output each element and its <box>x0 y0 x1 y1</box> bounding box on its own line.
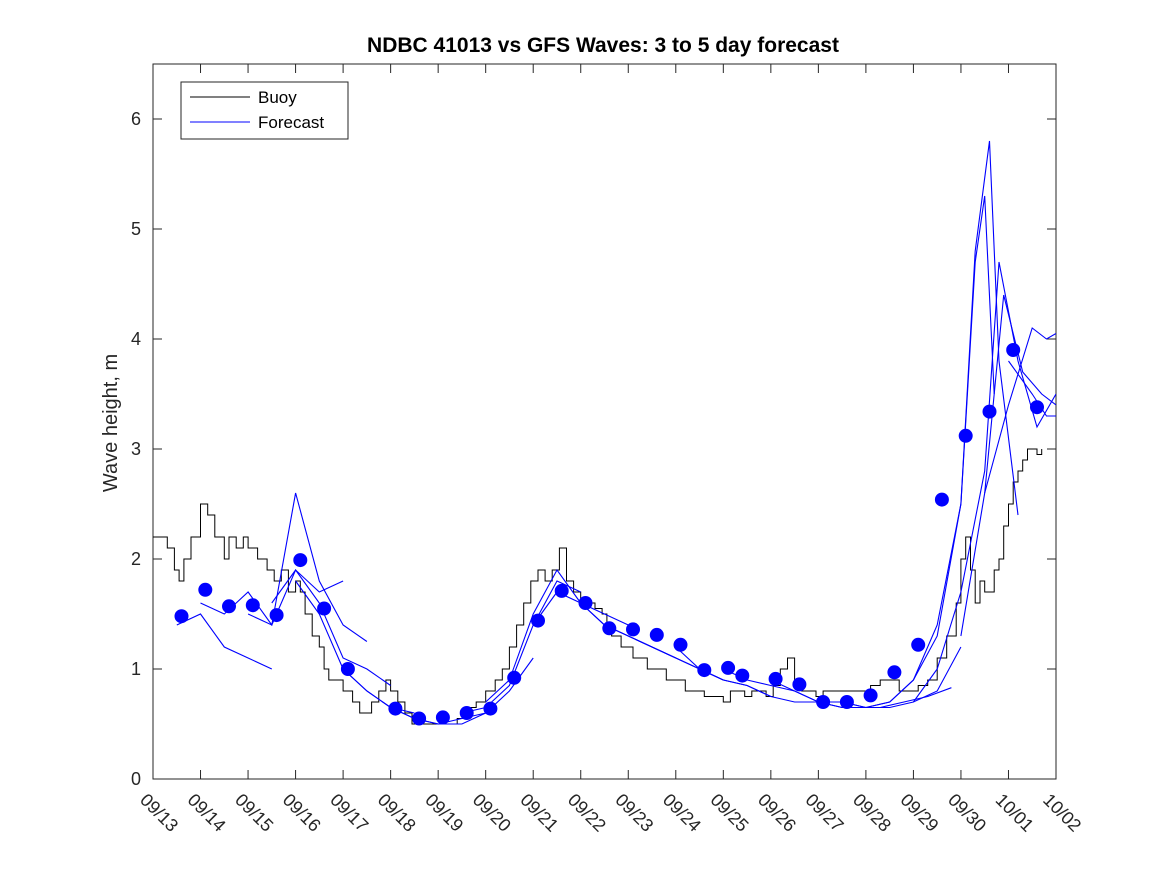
legend: Buoy Forecast <box>180 81 349 140</box>
forecast-marker <box>578 596 593 610</box>
forecast-series-line-4 <box>271 569 391 686</box>
forecast-marker <box>863 688 878 703</box>
forecast-marker <box>839 695 854 709</box>
forecast-marker <box>245 598 260 613</box>
axes-frame <box>152 63 1057 780</box>
forecast-series-line-22 <box>856 687 952 709</box>
forecast-marker <box>673 637 688 652</box>
y-tick-label: 2 <box>131 549 141 569</box>
forecast-marker <box>602 621 617 636</box>
forecast-marker <box>340 662 355 676</box>
forecast-series-line-18 <box>912 261 1056 703</box>
forecast-marker <box>982 404 997 419</box>
forecast-marker <box>483 701 498 716</box>
forecast-marker <box>293 553 308 568</box>
forecast-marker <box>721 660 736 675</box>
forecast-series-line-19 <box>960 294 1056 637</box>
forecast-marker <box>768 671 783 686</box>
forecast-marker <box>388 701 403 716</box>
forecast-marker <box>911 637 926 652</box>
chart-title: NDBC 41013 vs GFS Waves: 3 to 5 day fore… <box>367 34 839 57</box>
y-tick-label: 4 <box>131 329 141 349</box>
forecast-marker <box>626 622 640 637</box>
forecast-marker <box>412 711 427 726</box>
y-tick-label: 0 <box>131 769 141 789</box>
y-tick-label: 1 <box>131 659 141 679</box>
forecast-marker <box>697 663 712 678</box>
forecast-marker <box>507 670 522 685</box>
y-tick-label: 6 <box>131 109 141 129</box>
forecast-marker <box>198 582 213 597</box>
forecast-marker <box>222 599 236 614</box>
y-tick-label: 5 <box>131 219 141 239</box>
forecast-series-line-3 <box>247 492 368 642</box>
forecast-marker <box>554 583 569 598</box>
forecast-series-line-17 <box>865 140 1019 709</box>
forecast-marker <box>1006 343 1021 357</box>
forecast-series-line-1 <box>176 613 273 670</box>
forecast-marker <box>459 706 474 720</box>
forecast-series-line-8 <box>461 580 581 714</box>
legend-label-buoy: Buoy <box>258 88 297 107</box>
forecast-marker <box>887 665 902 680</box>
forecast-marker <box>934 492 949 507</box>
forecast-marker <box>735 668 750 683</box>
forecast-marker <box>174 609 189 624</box>
forecast-marker <box>531 613 545 628</box>
legend-label-forecast: Forecast <box>258 113 324 132</box>
y-tick-label: 3 <box>131 439 141 459</box>
forecast-marker <box>958 428 973 443</box>
forecast-marker <box>435 710 450 725</box>
forecast-marker <box>269 608 284 623</box>
forecast-marker <box>792 677 807 692</box>
forecast-marker <box>816 695 831 709</box>
forecast-series-line-16 <box>818 195 995 709</box>
forecast-marker <box>317 601 332 616</box>
forecast-marker <box>649 627 664 642</box>
y-axis-label: Wave height, m <box>100 354 122 492</box>
legend-box <box>180 81 349 140</box>
forecast-marker <box>1030 400 1044 415</box>
forecast-series-line-20 <box>984 327 1056 494</box>
